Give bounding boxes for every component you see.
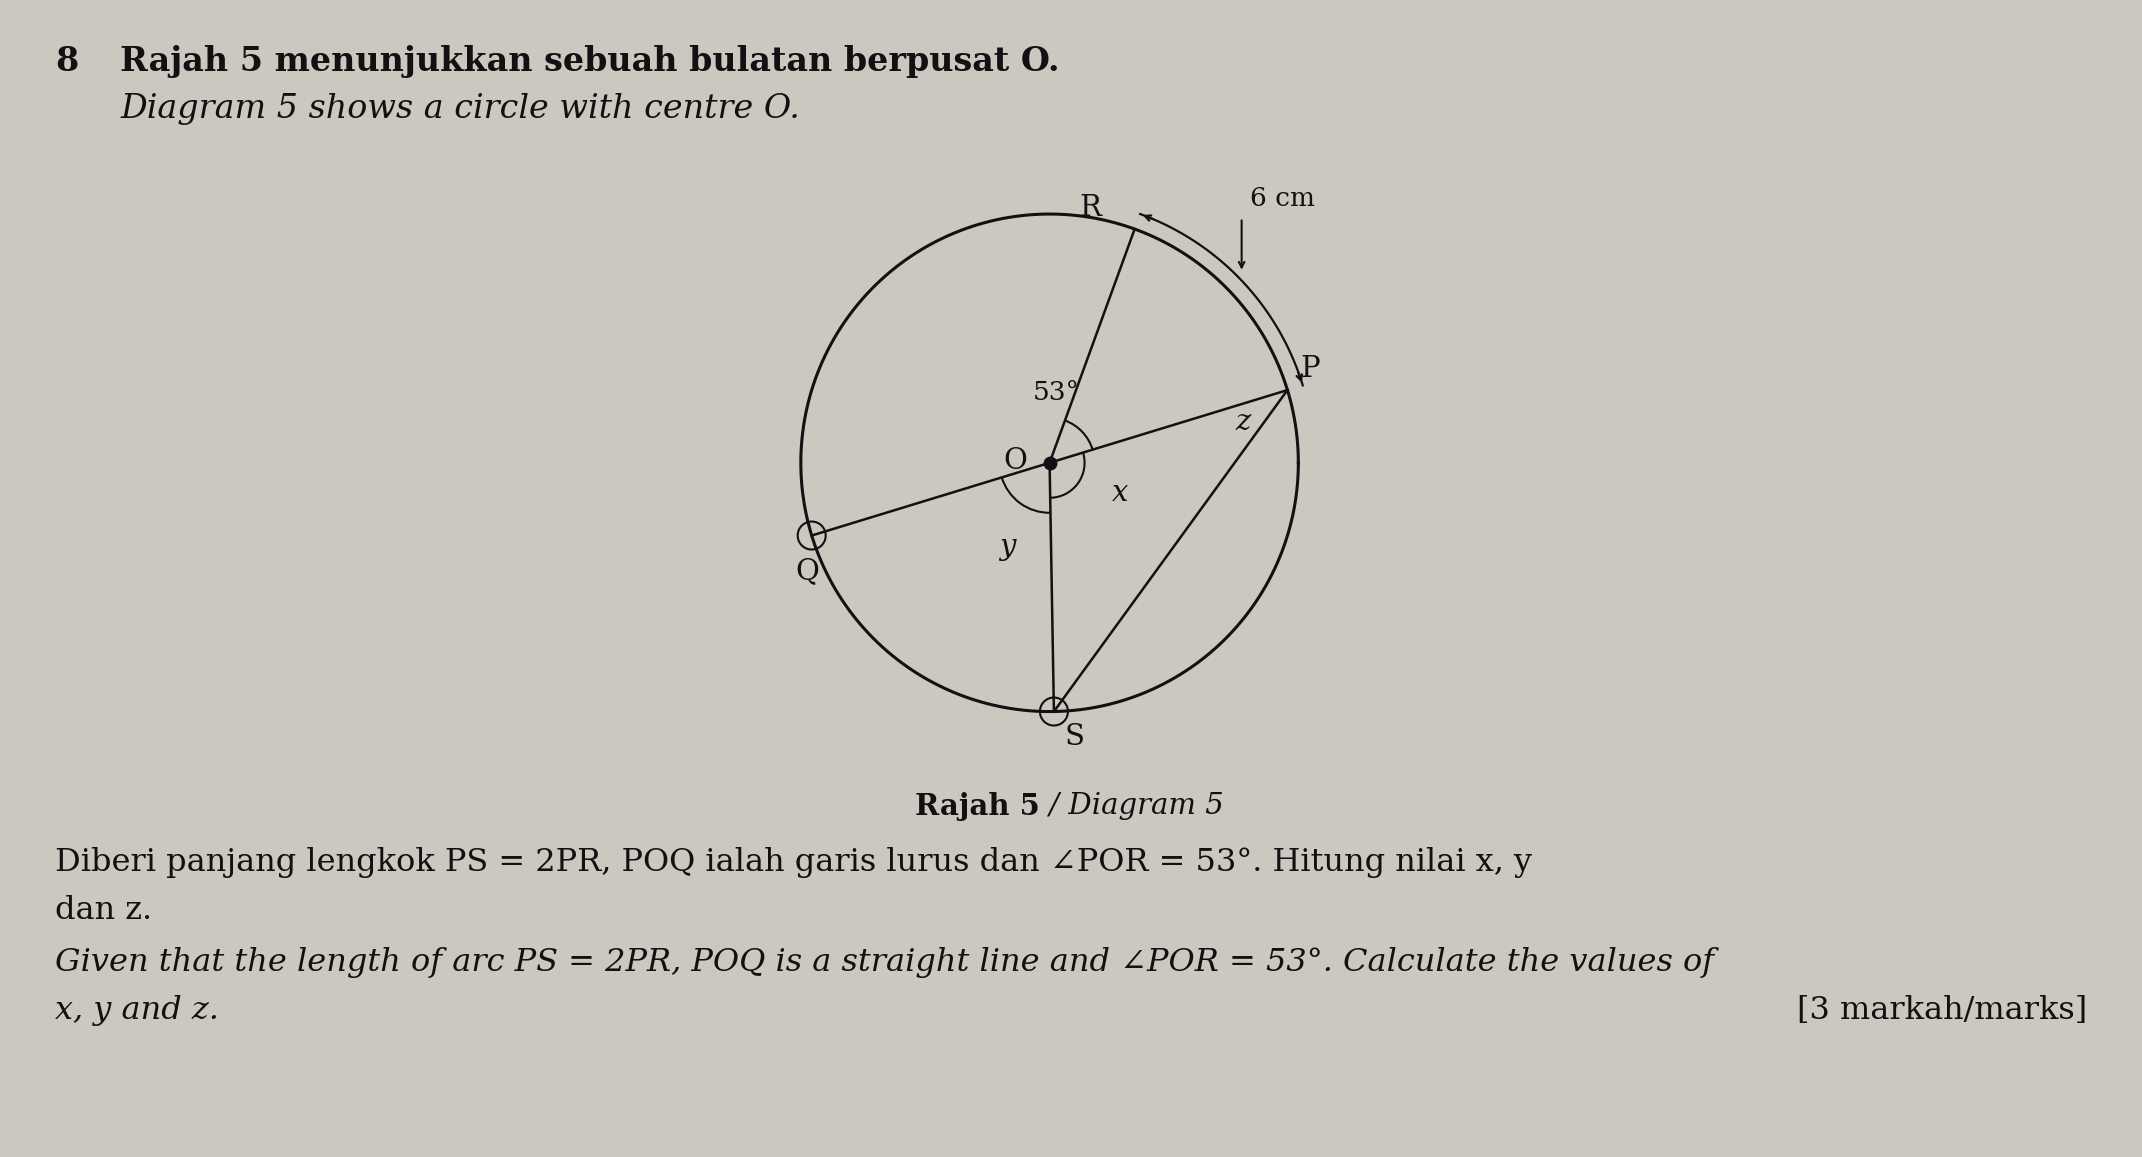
Text: Q: Q [795, 558, 818, 585]
Text: y: y [998, 533, 1015, 561]
Text: Given that the length of arc PS = 2PR, POQ is a straight line and ∠POR = 53°. Ca: Given that the length of arc PS = 2PR, P… [56, 946, 1714, 978]
Text: O: O [1005, 447, 1028, 474]
Text: R: R [1080, 194, 1101, 222]
Text: Rajah 5: Rajah 5 [915, 791, 1039, 820]
Text: Rajah 5 menunjukkan sebuah bulatan berpusat O.: Rajah 5 menunjukkan sebuah bulatan berpu… [120, 45, 1060, 78]
Text: P: P [1300, 355, 1319, 383]
Text: x: x [1112, 479, 1129, 508]
Text: S: S [1065, 722, 1084, 751]
Text: Diagram 5 shows a circle with centre O.: Diagram 5 shows a circle with centre O. [120, 93, 799, 125]
Text: dan z.: dan z. [56, 894, 152, 926]
Text: / Diagram 5: / Diagram 5 [1039, 791, 1223, 819]
Text: 8: 8 [56, 45, 79, 78]
Text: Diberi panjang lengkok PS = 2PR, POQ ialah garis lurus dan ∠POR = 53°. Hitung ni: Diberi panjang lengkok PS = 2PR, POQ ial… [56, 847, 1532, 877]
Text: [3 markah/marks]: [3 markah/marks] [1797, 995, 2086, 1025]
Text: z: z [1236, 408, 1251, 436]
Text: x, y and z.: x, y and z. [56, 995, 218, 1025]
Text: 6 cm: 6 cm [1249, 185, 1315, 211]
Text: 53°: 53° [1032, 379, 1080, 405]
